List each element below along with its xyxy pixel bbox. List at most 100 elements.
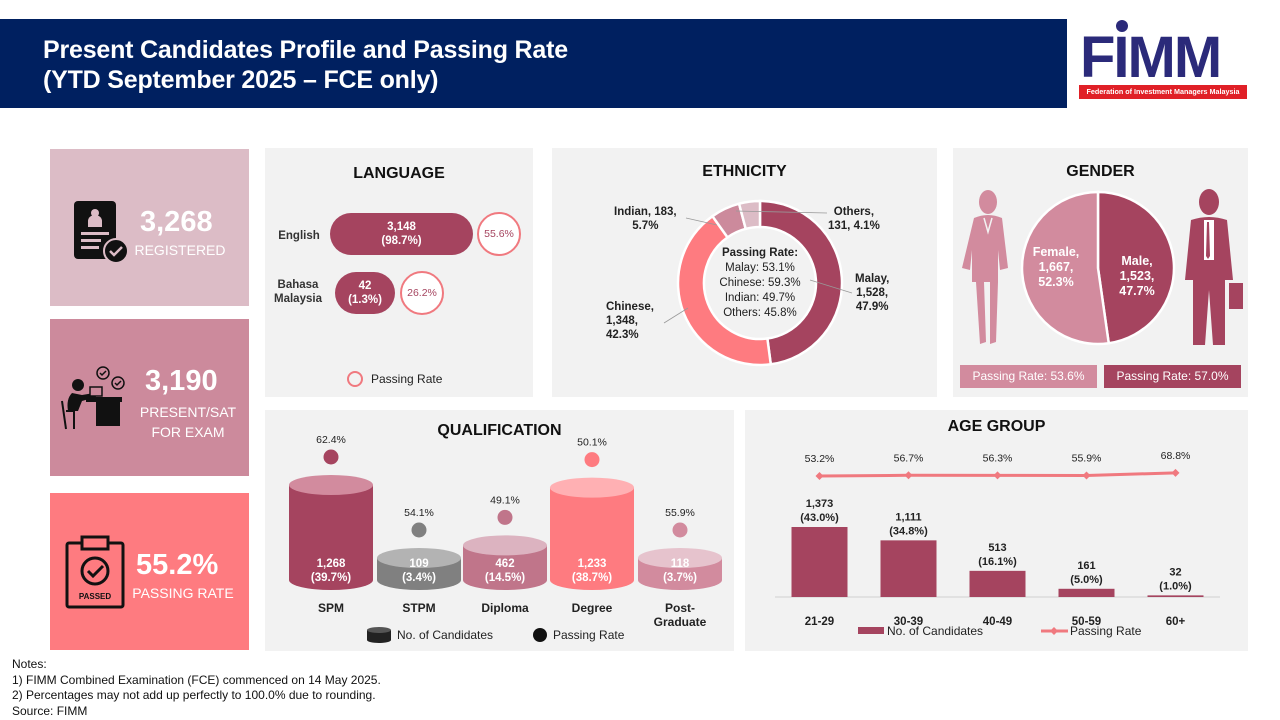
qualification-rate-marker	[584, 452, 600, 468]
ethnicity-label-indian: Indian, 183, 5.7%	[614, 205, 677, 233]
qualification-category-label: Post-	[665, 601, 695, 615]
ethnicity-label-malay: Malay, 1,528, 47.9%	[855, 272, 889, 314]
language-bar-bahasa: 42 (1.3%)	[335, 272, 395, 314]
ethnicity-leader-malay	[809, 279, 853, 294]
language-count-english: 3,148	[387, 221, 416, 233]
gender-pie-chart	[1020, 190, 1176, 346]
legend-cylinder-icon	[367, 630, 391, 643]
qualification-cylinder-chart: 1,268 (39.7%) 62.4% SPM 109 (3.4%) 54.1% STPM 46…	[289, 434, 722, 643]
passed-clipboard-icon: PASSED	[65, 535, 125, 609]
logo-wordmark: FIMM	[1080, 25, 1222, 90]
age-rate-marker	[993, 471, 1002, 480]
note-2: 2) Percentages may not add up perfectly …	[12, 688, 376, 702]
ethnicity-rate-chinese: Chinese: 59.3%	[719, 277, 801, 289]
ethnicity-slice-others	[737, 199, 762, 231]
legend-passing-rate-label: Passing Rate	[371, 372, 443, 386]
notes-section: Notes: 1) FIMM Combined Examination (FCE…	[12, 657, 381, 719]
qualification-rate-label: 62.4%	[316, 434, 346, 446]
gender-title: GENDER	[1066, 163, 1135, 180]
notes-heading: Notes:	[12, 657, 47, 671]
kpi-passing-rate: PASSED 55.2% PASSING RATE	[50, 493, 249, 650]
gender-label-male: Male, 1,523, 47.7%	[1112, 254, 1162, 299]
language-title: LANGUAGE	[353, 165, 445, 182]
qualification-share-label: (3.7%)	[663, 572, 697, 584]
gender-label-female-line3: 52.3%	[1038, 275, 1074, 289]
age-group-title: AGE GROUP	[947, 418, 1046, 435]
kpi-present-label: PRESENT/SAT FOR EXAM	[132, 402, 244, 442]
age-rate-marker	[1082, 471, 1091, 480]
qualification-category-label: STPM	[402, 601, 435, 615]
qualification-category-label: Graduate	[654, 615, 707, 629]
age-rate-marker	[815, 472, 824, 480]
age-rate-label: 56.3%	[983, 452, 1013, 464]
kpi-passing-rate-value: 55.2%	[136, 549, 219, 581]
qualification-category-label: Degree	[572, 601, 613, 615]
kpi-registered: 3,268 REGISTERED	[50, 149, 249, 306]
qualification-count-label: 1,268	[317, 558, 346, 570]
qualification-rate-marker	[323, 449, 339, 465]
ethnicity-label-malay-line3: 47.9%	[855, 301, 889, 313]
age-share-label: (1.0%)	[1159, 580, 1192, 592]
fimm-logo: FIMM Federation of Investment Managers M…	[1078, 18, 1248, 102]
kpi-registered-value: 3,268	[140, 206, 213, 238]
qualification-share-label: (3.4%)	[402, 572, 436, 584]
ethnicity-label-others-line1: Others,	[833, 206, 875, 218]
age-bar-40-49	[969, 570, 1026, 597]
language-rate-english: 55.6%	[477, 212, 521, 256]
kpi-present: 3,190 PRESENT/SAT FOR EXAM	[50, 319, 249, 476]
legend-line-marker	[1050, 627, 1058, 635]
kpi-present-label-line2: FOR EXAM	[151, 424, 225, 440]
age-rate-label: 53.2%	[805, 453, 835, 465]
ethnicity-rate-malay: Malay: 53.1%	[725, 262, 795, 274]
ethnicity-leader-others	[735, 210, 828, 214]
legend-rate-dot-icon	[533, 628, 547, 642]
gender-slice-male	[1096, 190, 1176, 345]
qualification-cylinder-diploma	[463, 535, 547, 590]
age-count-label: 513	[988, 542, 1006, 554]
cylinder-top	[377, 548, 461, 568]
age-rate-label: 68.8%	[1161, 450, 1191, 462]
ethnicity-slice-malay	[758, 199, 844, 366]
ethnicity-passing-rates: Passing Rate: Malay: 53.1% Chinese: 59.3…	[695, 246, 825, 321]
ethnicity-label-indian-line2: 5.7%	[632, 220, 659, 232]
qualification-title: QUALIFICATION	[437, 422, 562, 439]
language-label-english: English	[278, 230, 320, 242]
cylinder-top	[638, 548, 722, 568]
qualification-rate-label: 55.9%	[665, 507, 695, 519]
logo-tagline: Federation of Investment Managers Malays…	[1079, 85, 1247, 99]
age-category-label: 21-29	[805, 616, 834, 628]
legend-bar-swatch	[858, 627, 884, 634]
age-share-label: (5.0%)	[1070, 574, 1103, 586]
gender-slice-female	[1020, 190, 1111, 346]
logo-dot	[1116, 20, 1128, 32]
age-category-label: 40-49	[983, 616, 1012, 628]
gender-label-male-line3: 47.7%	[1119, 284, 1155, 298]
ethnicity-leader-chinese	[663, 307, 689, 324]
legend-cylinder-top	[367, 627, 391, 633]
page-title: Present Candidates Profile and Passing R…	[43, 35, 568, 95]
cylinder-body	[289, 485, 373, 590]
age-bar-30-39	[880, 540, 937, 597]
ethnicity-label-chinese-line2: 1,348,	[606, 315, 638, 327]
legend-candidates-label: No. of Candidates	[397, 628, 493, 642]
qualification-rate-marker	[497, 509, 513, 525]
kpi-present-label-line1: PRESENT/SAT	[139, 404, 237, 420]
qualification-share-label: (39.7%)	[311, 572, 351, 584]
language-count-bahasa: 42	[358, 280, 372, 292]
language-rate-bahasa: 26.2%	[400, 271, 444, 315]
source-note: Source: FIMM	[12, 703, 88, 718]
qualification-category-label: Diploma	[481, 601, 529, 615]
cylinder-top	[463, 535, 547, 556]
age-share-label: (34.8%)	[889, 525, 928, 537]
legend-candidates-label: No. of Candidates	[887, 624, 983, 638]
cylinder-top	[550, 477, 634, 498]
svg-text:PASSED: PASSED	[79, 592, 112, 601]
ethnicity-slice-chinese	[676, 214, 773, 367]
age-group-panel: AGE GROUP	[745, 410, 1248, 651]
qualification-category-label: SPM	[318, 601, 344, 615]
ethnicity-label-chinese: Chinese, 1,348, 42.3%	[606, 300, 654, 342]
ethnicity-label-malay-line1: Malay,	[855, 273, 890, 285]
cylinder-body	[463, 545, 547, 590]
gender-label-male-line2: 1,523,	[1119, 269, 1155, 283]
age-group-combo-chart: 1,373 (43.0%) 21-29 53.2% 1,111 (34.8%) 30-39 5…	[775, 450, 1220, 638]
